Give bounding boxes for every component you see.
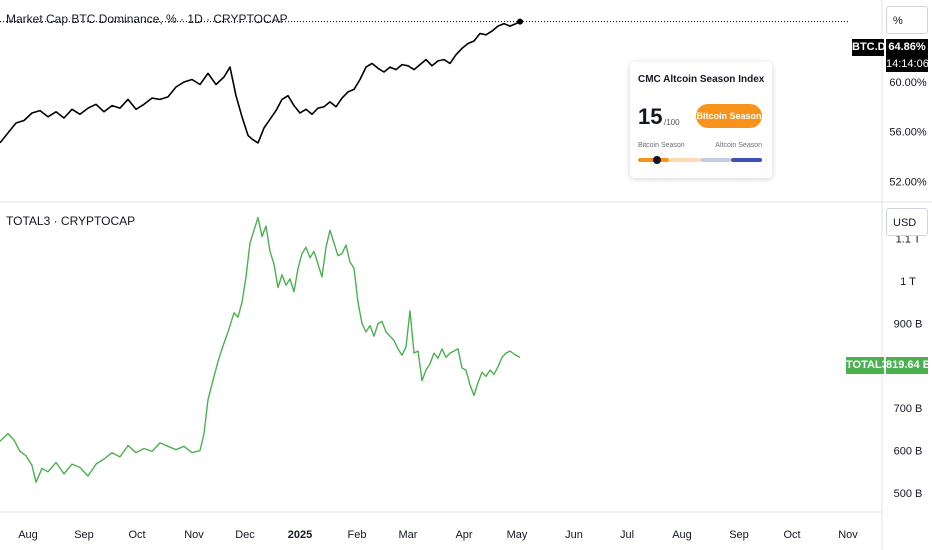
gauge-segment-altcoin-light [700, 158, 731, 162]
x-tick-label: Jun [565, 529, 583, 541]
altcoin-season-label: Altcoin Season [715, 142, 762, 149]
x-axis: Aug Sep Oct Nov Dec 2025 Feb Mar Apr May Jun Jul Aug… [18, 529, 858, 541]
season-card-title: CMC Altcoin Season Index [638, 74, 765, 85]
total3-y-tick-label: 900 B [894, 318, 923, 330]
btc-dominance-series-line [0, 20, 521, 144]
btc-d-last-value-tag: 64.86% [886, 39, 928, 56]
x-tick-label: Jul [620, 529, 634, 541]
gauge-segment-bitcoin-light [669, 158, 700, 162]
btc-dominance-y-tick-label: 56.00% [889, 127, 927, 139]
btc-dominance-title: Market Cap BTC Dominance, % · 1D · CRYPT… [6, 12, 288, 26]
total3-y-tick-label: 600 B [894, 446, 923, 458]
total3-y-tick-label: 1.1 T [896, 234, 921, 246]
btc-d-symbol-tag: BTC.D [852, 39, 886, 56]
x-tick-label: Aug [18, 529, 38, 541]
x-tick-label: Mar [399, 529, 418, 541]
x-tick-label: Nov [838, 529, 858, 541]
bitcoin-season-label: Bitcoin Season [638, 142, 685, 149]
total3-title: TOTAL3 · CRYPTOCAP [6, 214, 136, 228]
total3-series-line [0, 216, 521, 483]
x-tick-label: Dec [235, 529, 255, 541]
x-tick-label: 2025 [288, 529, 312, 541]
btc-dominance-y-tick-label: 52.00% [889, 176, 927, 188]
x-tick-label: Feb [348, 529, 367, 541]
x-tick-label: Nov [184, 529, 204, 541]
total3-y-tick-label: 1 T [900, 276, 916, 288]
x-tick-label: Sep [74, 529, 94, 541]
gauge-indicator [652, 156, 661, 164]
btc-dominance-pane: 52.00% 56.00% 60.00% [0, 18, 927, 188]
gauge-segment-altcoin [731, 158, 762, 162]
x-tick-label: Aug [672, 529, 692, 541]
x-tick-label: May [507, 529, 528, 541]
season-score: 15 [638, 104, 663, 129]
total3-y-tick-label: 500 B [894, 488, 923, 500]
x-tick-label: Sep [729, 529, 749, 541]
altcoin-season-card: CMC Altcoin Season Index 15 /100 Bitcoin… [630, 62, 772, 178]
x-tick-label: Apr [455, 529, 472, 541]
x-tick-label: Oct [783, 529, 800, 541]
total3-y-tick-label: 700 B [894, 403, 923, 415]
total3-symbol-tag: TOTAL3 [846, 357, 888, 374]
total3-last-value-tag: 819.64 B [886, 357, 931, 374]
usd-unit-button[interactable]: USD [886, 208, 928, 236]
season-gauge [638, 156, 762, 164]
season-score-max: /100 [664, 118, 680, 127]
x-tick-label: Oct [128, 529, 145, 541]
btc-d-countdown-tag: 14:14:06 [886, 56, 929, 72]
btc-dominance-y-tick-label: 60.00% [889, 77, 927, 89]
percent-unit-button[interactable]: % [886, 6, 928, 34]
bitcoin-season-badge: Bitcoin Season [696, 104, 762, 128]
